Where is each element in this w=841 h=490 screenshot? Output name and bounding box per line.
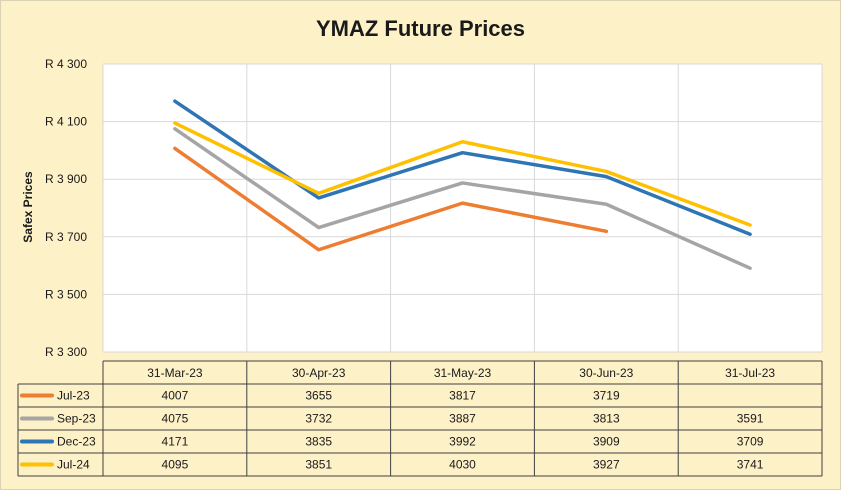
legend-label: Dec-23 [57, 435, 96, 449]
y-tick-label: R 3 300 [45, 345, 87, 359]
data-value-cell: 3887 [449, 412, 476, 426]
y-tick-label: R 3 900 [45, 172, 87, 186]
data-value-cell: 3709 [737, 435, 764, 449]
series-line-Sep-23 [173, 127, 752, 270]
y-tick-label: R 3 500 [45, 287, 87, 301]
legend-label: Jul-23 [57, 389, 90, 403]
y-tick-label: R 4 100 [45, 115, 87, 129]
data-value-cell: 3927 [593, 458, 620, 472]
data-value-cell: 3741 [737, 458, 764, 472]
plot-area [103, 64, 822, 352]
data-value-cell: 3851 [305, 458, 332, 472]
data-table: 31-Mar-23 30-Apr-23 31-May-23 30-Jun-23 31-J… [17, 360, 823, 477]
data-value-cell: 4075 [162, 412, 189, 426]
data-value-cell: 4171 [162, 435, 189, 449]
y-tick-label: R 3 700 [45, 230, 87, 244]
series-line-Dec-23 [173, 99, 752, 236]
x-tick-label: 31-Mar-23 [147, 366, 203, 380]
grid-lines [102, 63, 823, 353]
x-tick-label: 30-Jun-23 [579, 366, 633, 380]
data-value-cell: 3732 [305, 412, 332, 426]
chart-title: YMAZ Future Prices [315, 16, 526, 41]
x-tick-label: 30-Apr-23 [292, 366, 346, 380]
data-value-cell: 3835 [305, 435, 332, 449]
data-value-cell: 3992 [449, 435, 476, 449]
data-value-cell: 4030 [449, 458, 476, 472]
legend-label: Sep-23 [57, 412, 96, 426]
series-line-Jul-24 [173, 121, 752, 227]
data-value-cell: 3817 [449, 389, 476, 403]
y-tick-label: R 4 300 [45, 57, 87, 71]
data-value-cell: 3655 [305, 389, 332, 403]
x-tick-label: 31-Jul-23 [725, 366, 775, 380]
table-header-bg [103, 361, 822, 384]
x-tick-label: 31-May-23 [434, 366, 492, 380]
data-value-cell: 3813 [593, 412, 620, 426]
legend-label: Jul-24 [57, 458, 90, 472]
series-lines [173, 99, 752, 270]
series-line-Jul-23 [173, 146, 609, 252]
data-value-cell: 3591 [737, 412, 764, 426]
y-axis-ticks: R 3 300 R 3 500 R 3 700 R 3 900 R 4 100 R 4 3… [45, 57, 87, 359]
data-value-cell: 4095 [162, 458, 189, 472]
data-value-cell: 4007 [162, 389, 189, 403]
data-value-cell: 3909 [593, 435, 620, 449]
data-value-cell: 3719 [593, 389, 620, 403]
